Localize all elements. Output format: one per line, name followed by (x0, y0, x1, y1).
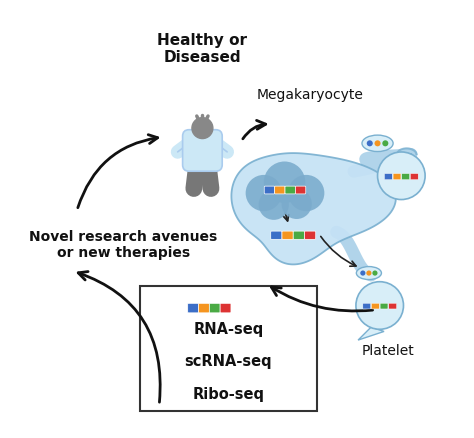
Circle shape (246, 175, 282, 211)
FancyBboxPatch shape (304, 231, 316, 239)
FancyBboxPatch shape (210, 304, 220, 313)
FancyBboxPatch shape (188, 304, 199, 313)
FancyBboxPatch shape (274, 186, 285, 194)
FancyBboxPatch shape (384, 173, 392, 180)
Text: scRNA-seq: scRNA-seq (184, 354, 272, 369)
Text: RNA-seq: RNA-seq (193, 322, 264, 337)
Circle shape (373, 270, 378, 276)
Circle shape (383, 140, 388, 146)
Polygon shape (231, 153, 396, 265)
Circle shape (356, 282, 403, 329)
Text: Megakaryocyte: Megakaryocyte (257, 88, 364, 102)
Ellipse shape (356, 267, 382, 279)
FancyBboxPatch shape (182, 130, 222, 171)
Text: Novel research avenues
or new therapies: Novel research avenues or new therapies (29, 230, 218, 260)
Polygon shape (358, 327, 384, 340)
Circle shape (264, 162, 305, 203)
FancyBboxPatch shape (282, 231, 293, 239)
FancyBboxPatch shape (410, 173, 418, 180)
FancyBboxPatch shape (140, 286, 317, 411)
FancyBboxPatch shape (389, 304, 397, 309)
Circle shape (366, 270, 372, 276)
Circle shape (367, 140, 373, 146)
Circle shape (374, 140, 381, 146)
Ellipse shape (362, 135, 393, 152)
FancyBboxPatch shape (372, 304, 379, 309)
Text: Platelet: Platelet (362, 344, 415, 358)
FancyBboxPatch shape (264, 186, 274, 194)
FancyBboxPatch shape (363, 304, 371, 309)
FancyBboxPatch shape (293, 231, 304, 239)
FancyBboxPatch shape (393, 173, 401, 180)
Text: Healthy or
Diseased: Healthy or Diseased (157, 33, 247, 65)
FancyBboxPatch shape (380, 304, 388, 309)
FancyBboxPatch shape (199, 304, 210, 313)
FancyBboxPatch shape (402, 173, 410, 180)
Text: Ribo-seq: Ribo-seq (192, 387, 264, 402)
Circle shape (259, 190, 289, 220)
Circle shape (282, 189, 312, 219)
Circle shape (378, 152, 425, 200)
Circle shape (192, 118, 213, 138)
FancyBboxPatch shape (295, 186, 306, 194)
Circle shape (360, 270, 365, 276)
FancyBboxPatch shape (220, 304, 231, 313)
FancyBboxPatch shape (271, 231, 282, 239)
FancyBboxPatch shape (285, 186, 295, 194)
Circle shape (288, 175, 324, 211)
